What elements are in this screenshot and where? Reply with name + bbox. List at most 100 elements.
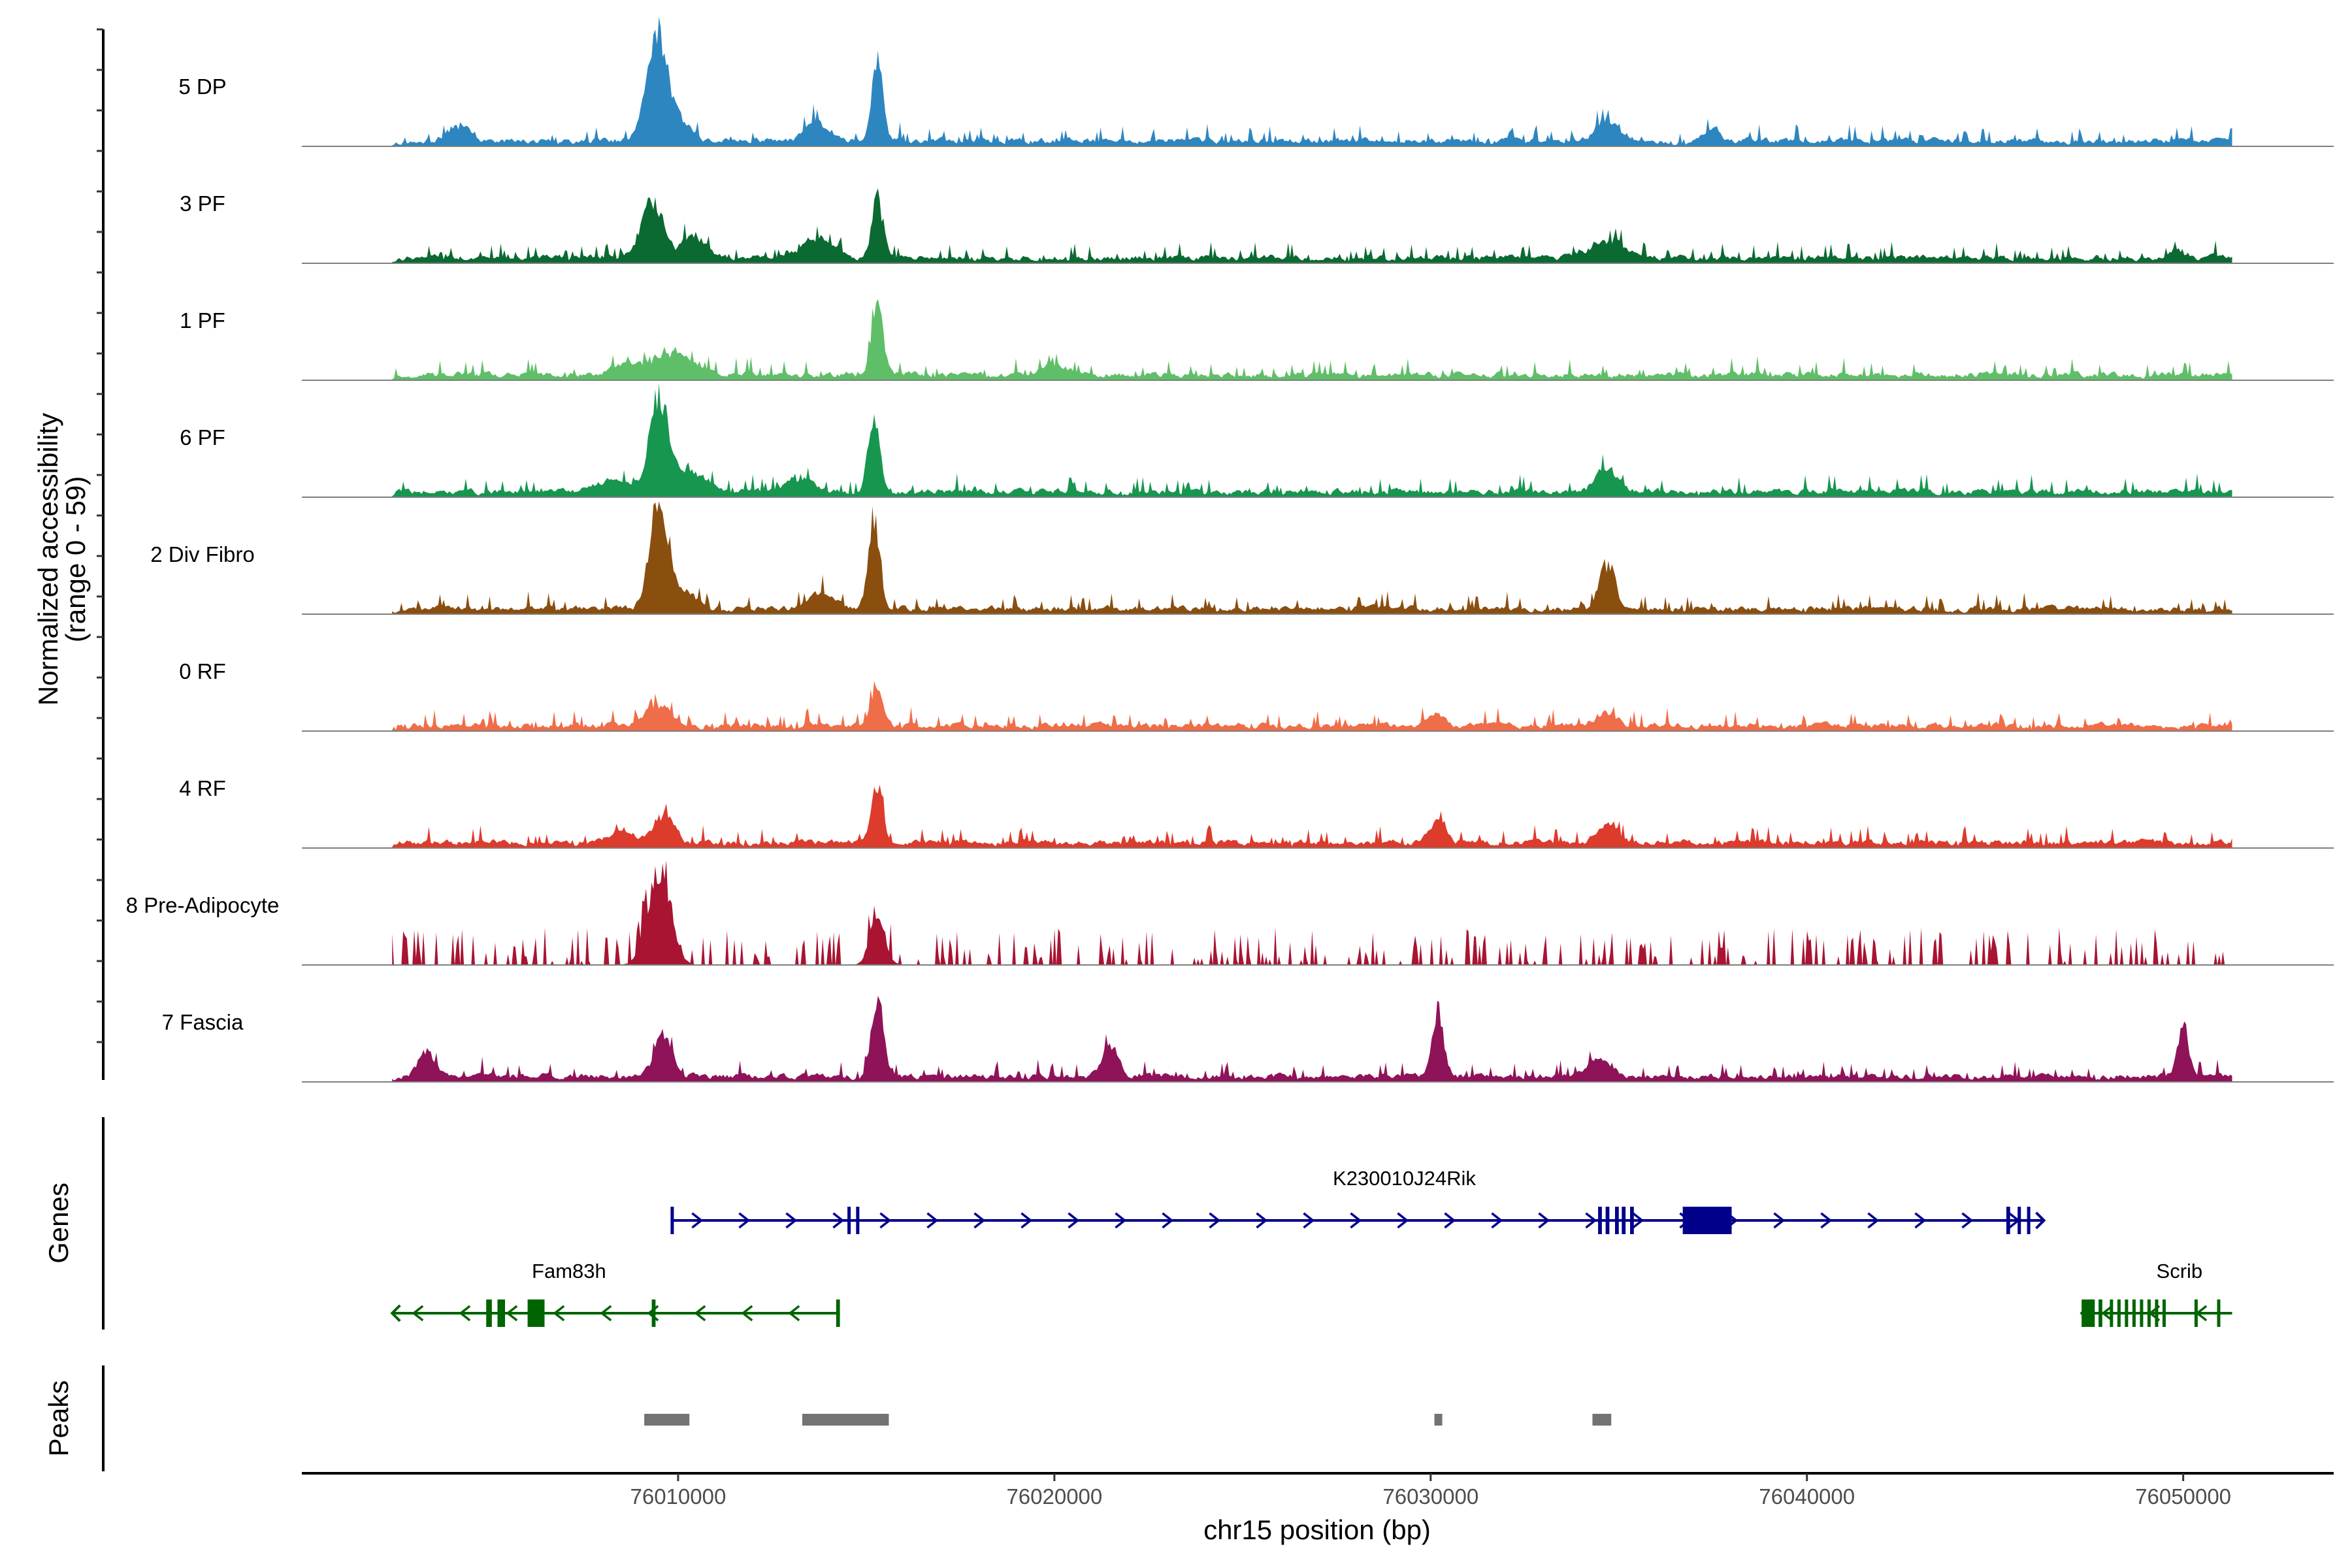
strand-arrow xyxy=(600,1305,612,1322)
exon xyxy=(1605,1207,1610,1234)
x-axis-title: chr15 position (bp) xyxy=(1203,1514,1431,1545)
strand-arrow xyxy=(1115,1212,1127,1229)
track-label: 1 PF xyxy=(180,308,225,333)
track-3-pf: 3 PF xyxy=(180,188,2334,264)
strand-arrow xyxy=(1914,1212,1927,1229)
coverage-area xyxy=(392,16,2232,147)
peak-region xyxy=(644,1414,690,1426)
track-label: 3 PF xyxy=(180,191,225,216)
track-4-rf: 4 RF xyxy=(179,776,2334,849)
coverage-y-ticks xyxy=(97,28,103,1043)
track-label: 4 RF xyxy=(179,776,226,800)
track-5-dp: 5 DP xyxy=(178,16,2334,147)
exon xyxy=(2194,1299,2198,1327)
exon xyxy=(497,1299,505,1327)
exon xyxy=(2027,1207,2031,1234)
exon xyxy=(2017,1207,2021,1234)
gene-end-arrow xyxy=(390,1304,401,1322)
y-axis-range: (range 0 - 59) xyxy=(60,476,91,642)
exon xyxy=(1622,1207,1626,1234)
gene-end-arrow xyxy=(2035,1211,2046,1230)
exon xyxy=(2217,1299,2221,1327)
peak-region xyxy=(802,1414,889,1426)
strand-arrow xyxy=(1632,1212,1644,1229)
track-2-div-fibro: 2 Div Fibro xyxy=(150,501,2334,615)
strand-arrow xyxy=(738,1212,751,1229)
exon xyxy=(2099,1299,2102,1327)
strand-arrow xyxy=(1397,1212,1409,1229)
exon xyxy=(651,1299,656,1327)
coverage-area xyxy=(392,501,2232,614)
strand-arrow xyxy=(1961,1212,1974,1229)
coverage-area xyxy=(392,188,2232,263)
strand-arrow xyxy=(459,1305,471,1322)
exon xyxy=(2147,1299,2151,1327)
track-6-pf: 6 PF xyxy=(180,383,2334,498)
exon xyxy=(2155,1299,2159,1327)
track-label: 7 Fascia xyxy=(162,1010,244,1034)
exon xyxy=(2110,1299,2114,1327)
strand-arrow xyxy=(879,1212,892,1229)
exon xyxy=(2006,1207,2010,1234)
strand-arrow xyxy=(1209,1212,1221,1229)
strand-arrow xyxy=(788,1305,800,1322)
track-label: 2 Div Fibro xyxy=(150,542,255,566)
gene-scrib: Scrib xyxy=(2080,1260,2232,1327)
gene-label: K230010J24Rik xyxy=(1333,1167,1476,1190)
track-label: 5 DP xyxy=(178,74,226,99)
strand-arrow xyxy=(694,1305,706,1322)
exon xyxy=(2140,1299,2144,1327)
exon xyxy=(486,1299,492,1327)
track-1-pf: 1 PF xyxy=(180,299,2334,381)
coverage-area xyxy=(392,383,2232,497)
strand-arrow xyxy=(1068,1212,1080,1229)
coverage-area xyxy=(392,996,2232,1082)
exon xyxy=(2132,1299,2136,1327)
strand-arrow xyxy=(741,1305,753,1322)
exon xyxy=(1682,1207,1732,1234)
x-tick-label: 76040000 xyxy=(1759,1484,1855,1509)
strand-arrow xyxy=(973,1212,986,1229)
coverage-area xyxy=(392,299,2232,380)
exon xyxy=(1630,1207,1634,1234)
track-label: 6 PF xyxy=(180,425,225,449)
exon xyxy=(1598,1207,1602,1234)
exon xyxy=(2125,1299,2129,1327)
exon xyxy=(2117,1299,2121,1327)
coverage-area xyxy=(392,860,2232,965)
gene-fam83h: Fam83h xyxy=(390,1260,840,1327)
strand-arrow xyxy=(1867,1212,1880,1229)
exon xyxy=(856,1207,860,1234)
genes-axis-title: Genes xyxy=(43,1183,74,1264)
strand-arrow xyxy=(1350,1212,1362,1229)
exon xyxy=(847,1207,851,1234)
exon xyxy=(2162,1299,2166,1327)
strand-arrow xyxy=(1021,1212,1033,1229)
x-tick-label: 76030000 xyxy=(1382,1484,1478,1509)
gene-annotations: K230010J24Rik Fam83h Scrib xyxy=(390,1167,2232,1327)
strand-arrow xyxy=(832,1212,845,1229)
coverage-area xyxy=(392,785,2232,848)
strand-arrow xyxy=(785,1212,798,1229)
x-tick-label: 76020000 xyxy=(1006,1484,1102,1509)
strand-arrow xyxy=(691,1212,704,1229)
strand-arrow xyxy=(1303,1212,1315,1229)
exon xyxy=(2082,1299,2095,1327)
strand-arrow xyxy=(1538,1212,1550,1229)
exon xyxy=(527,1299,545,1327)
peak-region xyxy=(1434,1414,1443,1426)
gene-k230010j24rik: K230010J24Rik xyxy=(670,1167,2046,1234)
gene-label: Fam83h xyxy=(532,1260,606,1282)
track-label: 0 RF xyxy=(179,659,226,683)
strand-arrow xyxy=(1820,1212,1833,1229)
gene-label: Scrib xyxy=(2157,1260,2203,1282)
coverage-area xyxy=(392,681,2232,731)
track-0-rf: 0 RF xyxy=(179,659,2334,732)
peak-regions xyxy=(644,1414,1612,1426)
strand-arrow xyxy=(1773,1212,1786,1229)
track-8-pre-adipocyte: 8 Pre-Adipocyte xyxy=(126,860,2334,966)
coverage-tracks: 5 DP 3 PF 1 PF 6 PF 2 Div Fibro 0 RF 4 RF 8 Pre… xyxy=(126,16,2334,1083)
strand-arrow xyxy=(412,1305,424,1322)
strand-arrow xyxy=(926,1212,939,1229)
